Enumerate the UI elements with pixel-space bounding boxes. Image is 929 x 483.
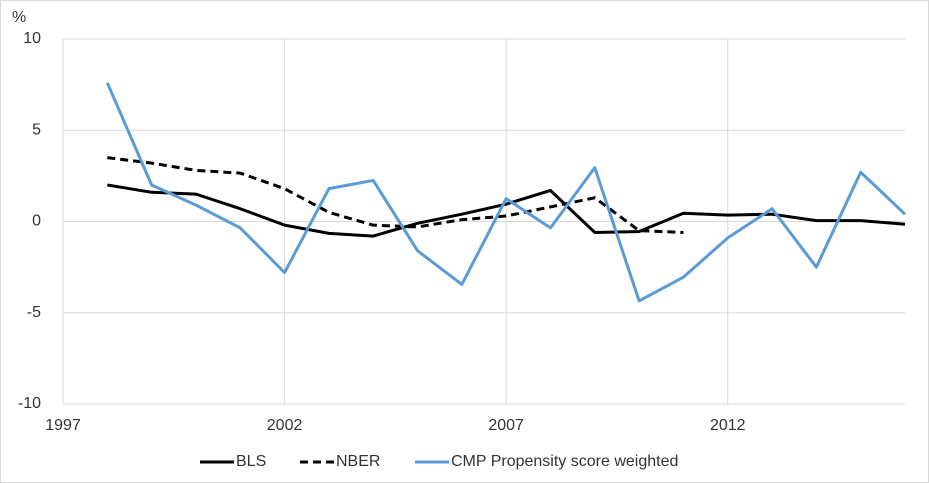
x-tick-label: 1997 — [45, 417, 81, 434]
x-tick-label: 2012 — [710, 417, 746, 434]
legend-label: BLS — [236, 453, 266, 470]
series-line — [107, 156, 684, 234]
series-line — [107, 183, 906, 238]
y-tick-label: -5 — [27, 304, 41, 321]
series-line — [105, 82, 907, 303]
legend-label: NBER — [336, 453, 380, 470]
y-tick-label: 10 — [23, 30, 41, 47]
y-tick-label: 5 — [32, 121, 41, 138]
y-tick-label: 0 — [32, 213, 41, 230]
y-tick-label: -10 — [18, 395, 41, 412]
y-axis-label: % — [12, 9, 26, 26]
legend-label: CMP Propensity score weighted — [451, 453, 678, 470]
x-tick-label: 2007 — [488, 417, 524, 434]
x-tick-label: 2002 — [267, 417, 303, 434]
